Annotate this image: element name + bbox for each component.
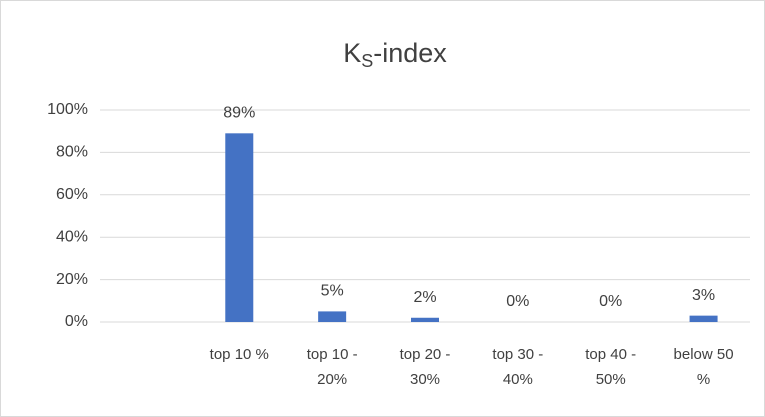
x-tick-label: below 50 % <box>673 346 734 388</box>
title-main: K <box>343 38 361 68</box>
x-tick-label: top 10 - 20% <box>306 346 358 388</box>
x-tick-label: top 20 - 30% <box>399 346 451 388</box>
x-tick-label: top 10 % <box>209 346 269 363</box>
chart-title: KS-index <box>343 38 447 71</box>
y-tick-label: 100% <box>47 101 88 118</box>
data-label: 0% <box>506 293 529 310</box>
bar <box>318 311 347 322</box>
y-tick-label: 0% <box>65 313 88 330</box>
y-tick-label: 60% <box>56 186 88 203</box>
data-label: 0% <box>599 293 622 310</box>
bar <box>225 133 254 322</box>
y-tick-label: 80% <box>56 144 88 161</box>
bar <box>411 317 439 322</box>
y-tick-label: 40% <box>56 228 88 245</box>
data-label: 89% <box>223 105 255 122</box>
x-tick-label: top 40 - 50% <box>585 346 637 388</box>
y-tick-label: 20% <box>56 271 88 288</box>
data-label: 2% <box>413 289 436 306</box>
bar <box>689 315 718 322</box>
title-rest: -index <box>373 38 447 68</box>
data-label: 5% <box>321 283 344 300</box>
x-tick-label: top 30 - 40% <box>492 346 544 388</box>
title-subscript: S <box>361 51 373 71</box>
data-label: 3% <box>692 287 715 304</box>
